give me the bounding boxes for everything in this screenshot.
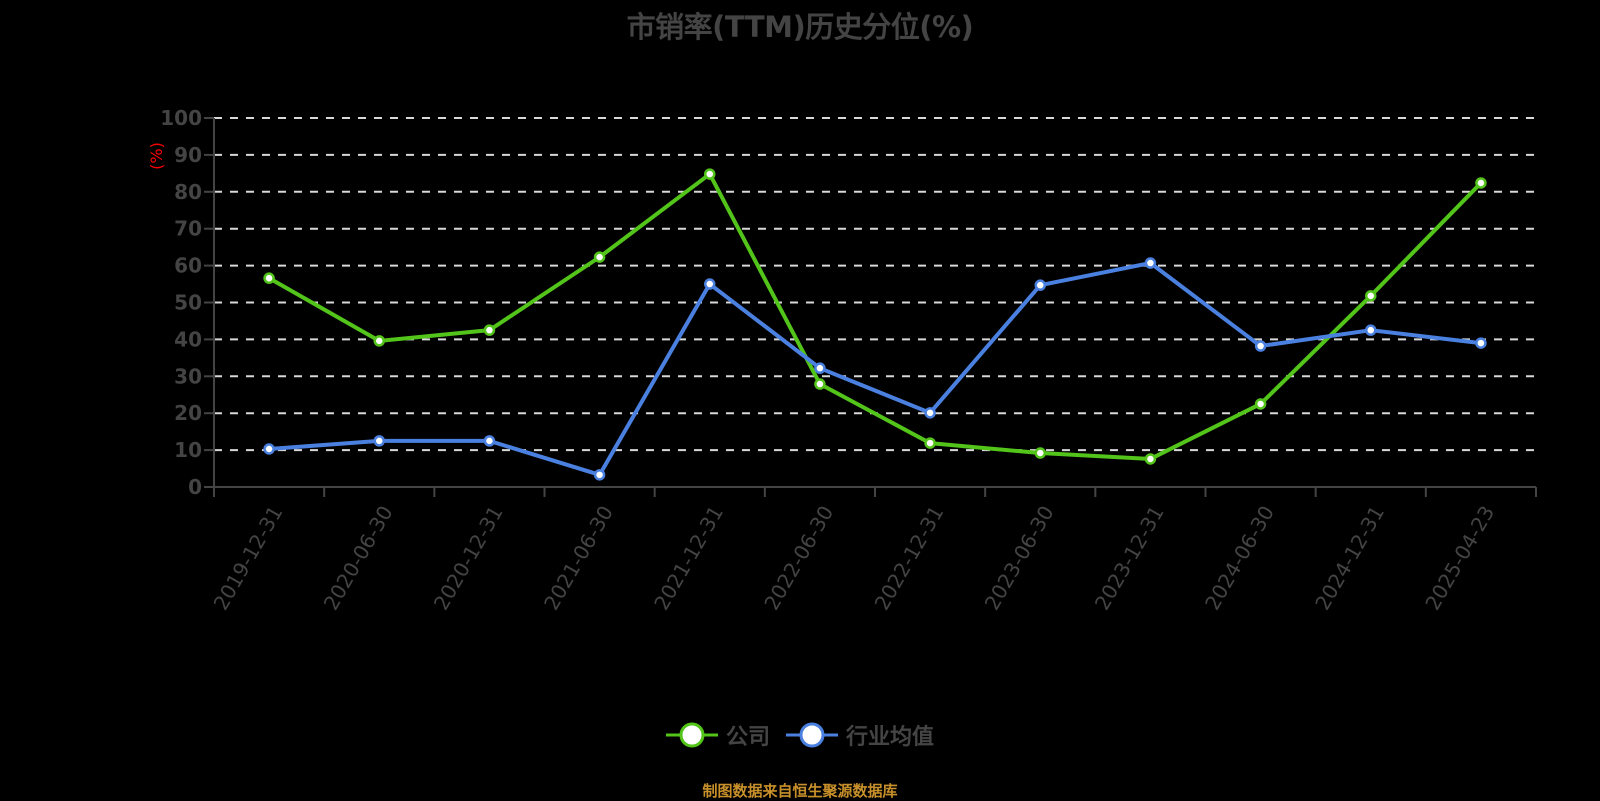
data-point[interactable] [704, 168, 716, 180]
data-point[interactable] [1365, 324, 1377, 336]
data-point[interactable] [924, 407, 936, 419]
y-tick-label: 40 [174, 327, 202, 351]
x-tick-label: 2024-06-30 [1200, 502, 1279, 615]
data-point[interactable] [373, 435, 385, 447]
data-point[interactable] [924, 437, 936, 449]
data-point[interactable] [1144, 453, 1157, 465]
x-tick-label: 2021-12-31 [649, 502, 728, 615]
legend-marker-company-icon [665, 722, 718, 748]
data-point[interactable] [1034, 279, 1046, 291]
y-tick-label: 10 [174, 438, 202, 462]
x-tick-label: 2021-06-30 [539, 502, 618, 615]
data-point[interactable] [263, 272, 275, 284]
y-axis-unit-label: (%) [147, 142, 166, 170]
data-point[interactable] [814, 378, 826, 390]
series-line-industry-average [268, 261, 1482, 477]
y-tick-label: 80 [174, 180, 202, 204]
x-tick-label: 2020-12-31 [429, 501, 508, 614]
axes [204, 117, 1537, 497]
x-tick-label: 2024-12-31 [1310, 502, 1389, 615]
x-tick-label: 2022-06-30 [759, 502, 838, 615]
data-point[interactable] [1144, 257, 1157, 269]
y-tick-label: 20 [174, 401, 202, 425]
x-tick-label: 2019-12-31 [209, 502, 288, 615]
data-point[interactable] [263, 443, 275, 455]
x-tick-label: 2023-06-30 [980, 502, 1059, 615]
grid-lines [214, 117, 1536, 452]
data-point[interactable] [373, 335, 385, 347]
x-tick-label: 2025-04-23 [1420, 502, 1499, 615]
y-tick-label: 100 [160, 106, 202, 130]
x-tick-label: 2022-12-31 [870, 501, 949, 614]
data-point[interactable] [1475, 177, 1487, 189]
y-tick-label: 0 [188, 475, 202, 499]
data-point[interactable] [704, 278, 716, 290]
data-point[interactable] [1475, 337, 1487, 349]
y-tick-label: 90 [174, 143, 202, 167]
legend: 公司 行业均值 [0, 718, 1600, 752]
data-point[interactable] [1254, 340, 1267, 352]
data-point[interactable] [483, 435, 496, 447]
data-point[interactable] [1034, 447, 1046, 459]
data-source-note: 制图数据来自恒生聚源数据库 [702, 782, 898, 800]
y-axis-ticks: 0 10 20 30 40 50 60 70 80 90 100 [160, 106, 202, 499]
data-point[interactable] [1365, 290, 1377, 302]
x-axis-ticks: 2019-12-31 2020-06-30 2020-12-31 2021-06-30… [209, 501, 1500, 614]
y-tick-label: 70 [174, 217, 202, 241]
x-tick-label: 2023-12-31 [1090, 502, 1169, 615]
series-lines [263, 168, 1487, 481]
data-point[interactable] [593, 251, 606, 263]
data-point[interactable] [593, 469, 606, 481]
legend-item-industry-average[interactable]: 行业均值 [786, 719, 934, 751]
y-tick-label: 30 [174, 364, 202, 388]
data-point[interactable] [1254, 398, 1267, 410]
legend-marker-industry-icon [786, 722, 838, 748]
series-line-company [268, 172, 1483, 461]
y-tick-label: 50 [174, 291, 202, 315]
legend-item-company[interactable]: 公司 [665, 719, 770, 751]
x-tick-label: 2020-06-30 [319, 502, 398, 615]
data-point[interactable] [483, 324, 496, 336]
legend-label-company: 公司 [725, 725, 770, 750]
y-tick-label: 60 [174, 254, 202, 278]
data-point[interactable] [814, 362, 826, 374]
chart-title: 市销率(TTM)历史分位(%) [626, 10, 974, 44]
legend-label-industry-average: 行业均值 [846, 725, 935, 750]
